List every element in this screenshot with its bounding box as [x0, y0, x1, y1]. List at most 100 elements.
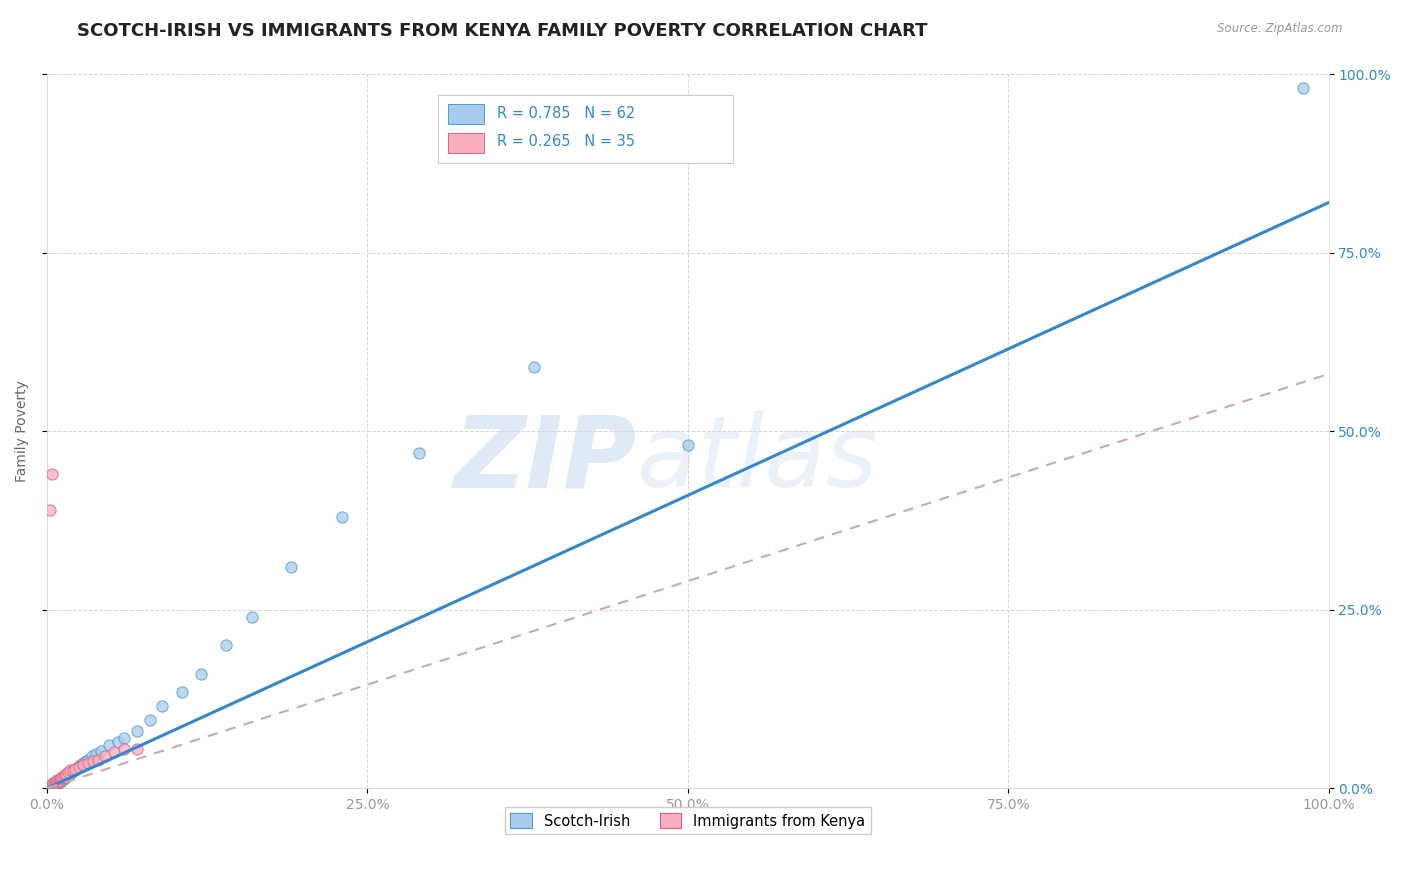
- Point: [125, 724, 148, 739]
- Point: [77, 756, 100, 771]
- Point: [170, 685, 193, 699]
- Point: [55, 770, 77, 784]
- Point: [38, 780, 60, 794]
- Point: [42, 778, 65, 792]
- Point: [103, 746, 125, 760]
- Text: Source: ZipAtlas.com: Source: ZipAtlas.com: [1218, 22, 1343, 36]
- Point: [75, 754, 97, 768]
- Point: [87, 753, 110, 767]
- Point: [523, 359, 546, 374]
- Point: [125, 742, 148, 756]
- Point: [46, 774, 69, 789]
- Point: [215, 638, 238, 652]
- Point: [51, 771, 73, 785]
- Point: [48, 774, 70, 789]
- Point: [97, 739, 120, 753]
- Point: [39, 778, 62, 792]
- Point: [44, 777, 66, 791]
- Point: [60, 765, 83, 780]
- Point: [42, 778, 65, 792]
- Point: [52, 770, 75, 784]
- FancyBboxPatch shape: [449, 104, 484, 124]
- Point: [63, 764, 86, 778]
- Point: [42, 776, 65, 790]
- Point: [66, 760, 89, 774]
- Point: [49, 772, 72, 786]
- Point: [41, 467, 63, 481]
- Text: SCOTCH-IRISH VS IMMIGRANTS FROM KENYA FAMILY POVERTY CORRELATION CHART: SCOTCH-IRISH VS IMMIGRANTS FROM KENYA FA…: [77, 22, 928, 40]
- Point: [44, 778, 66, 792]
- Point: [42, 776, 65, 790]
- Point: [41, 778, 63, 792]
- Point: [58, 767, 80, 781]
- Point: [55, 768, 77, 782]
- Point: [52, 770, 75, 784]
- Text: R = 0.785   N = 62: R = 0.785 N = 62: [496, 106, 636, 120]
- Point: [41, 778, 63, 792]
- Point: [190, 667, 212, 681]
- Point: [152, 699, 174, 714]
- Point: [90, 744, 112, 758]
- Point: [280, 559, 302, 574]
- Point: [49, 772, 72, 787]
- Point: [65, 763, 87, 777]
- Point: [48, 772, 70, 787]
- Text: R = 0.265   N = 35: R = 0.265 N = 35: [496, 135, 636, 149]
- Text: atlas: atlas: [637, 411, 879, 508]
- Legend: Scotch-Irish, Immigrants from Kenya: Scotch-Irish, Immigrants from Kenya: [505, 807, 872, 834]
- Point: [45, 775, 67, 789]
- Point: [49, 772, 72, 786]
- Point: [45, 774, 67, 789]
- Point: [44, 776, 66, 790]
- Point: [84, 747, 107, 761]
- Point: [53, 771, 76, 785]
- Point: [42, 777, 65, 791]
- Point: [38, 502, 60, 516]
- Point: [46, 776, 69, 790]
- Point: [62, 764, 84, 778]
- Point: [72, 758, 94, 772]
- Point: [240, 609, 263, 624]
- Point: [56, 765, 79, 780]
- Point: [138, 714, 160, 728]
- Point: [65, 761, 87, 775]
- Point: [112, 742, 135, 756]
- FancyBboxPatch shape: [449, 133, 484, 153]
- Point: [69, 758, 91, 772]
- Point: [52, 772, 75, 786]
- Point: [46, 772, 69, 787]
- Point: [41, 779, 63, 793]
- Point: [49, 774, 72, 789]
- Point: [676, 438, 699, 452]
- Y-axis label: Family Poverty: Family Poverty: [15, 380, 30, 482]
- Point: [53, 768, 76, 782]
- Point: [46, 774, 69, 789]
- Point: [49, 771, 72, 785]
- Point: [49, 774, 72, 789]
- Point: [55, 767, 77, 781]
- Point: [1292, 81, 1315, 95]
- Point: [51, 771, 73, 785]
- Point: [39, 779, 62, 793]
- Point: [49, 774, 72, 789]
- Point: [330, 509, 353, 524]
- Point: [67, 760, 90, 774]
- Point: [45, 777, 67, 791]
- Point: [107, 735, 129, 749]
- Point: [45, 776, 67, 790]
- Point: [77, 753, 100, 767]
- Point: [51, 772, 73, 787]
- Text: ZIP: ZIP: [454, 411, 637, 508]
- FancyBboxPatch shape: [437, 95, 733, 163]
- Point: [59, 767, 82, 781]
- Point: [59, 764, 82, 778]
- Point: [65, 762, 87, 776]
- Point: [93, 749, 115, 764]
- Point: [62, 764, 84, 778]
- Point: [49, 775, 72, 789]
- Point: [48, 775, 70, 789]
- Point: [46, 774, 69, 789]
- Point: [80, 749, 103, 764]
- Point: [82, 754, 104, 768]
- Point: [44, 775, 66, 789]
